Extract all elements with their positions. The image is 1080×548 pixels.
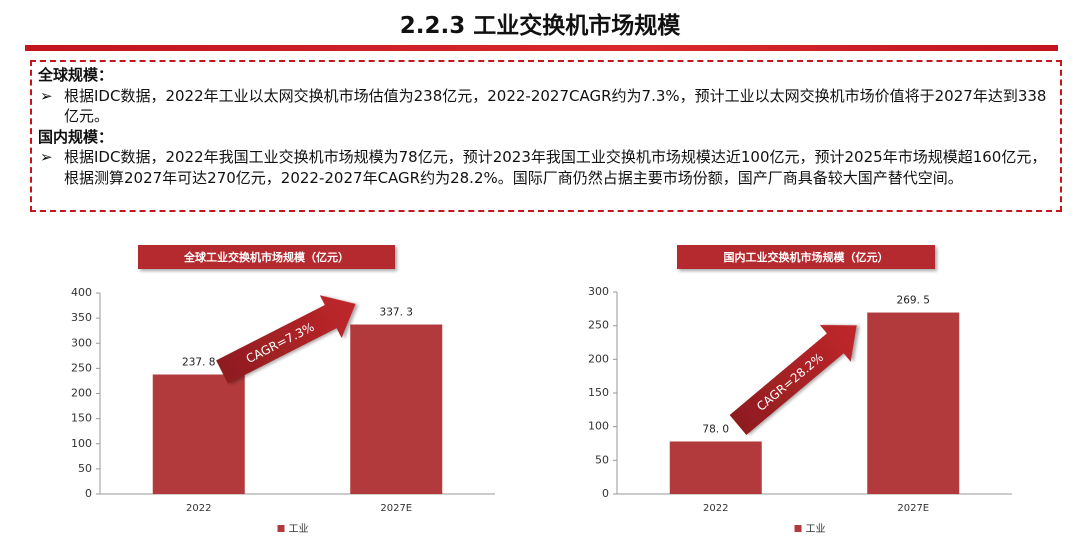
x-tick-label: 2022 [186, 503, 211, 514]
y-tick-label: 50 [78, 462, 92, 475]
bullet: ➢ [40, 148, 53, 166]
x-tick-label: 2022 [703, 503, 728, 514]
y-tick-label: 250 [71, 361, 92, 374]
bar [867, 312, 960, 494]
bullet-row: ➢ 根据IDC数据，2022年我国工业交换机市场规模为78亿元，预计2023年我国… [38, 147, 1054, 188]
value-label: 78. 0 [702, 423, 729, 435]
y-tick-label: 250 [588, 319, 609, 332]
x-tick-label: 2027E [380, 503, 412, 514]
y-tick-label: 300 [588, 285, 609, 298]
y-tick-label: 0 [602, 487, 609, 500]
y-tick-label: 150 [588, 386, 609, 399]
bullet-text: 根据IDC数据，2022年工业以太网交换机市场估值为238亿元，2022-202… [64, 86, 1047, 126]
bar [152, 374, 245, 494]
cagr-arrow: CAGR=7.3% [216, 295, 356, 384]
y-tick-label: 150 [71, 412, 92, 425]
legend-swatch [277, 525, 285, 532]
chart-title: 国内工业交换机市场规模（亿元） [724, 250, 889, 264]
bar [669, 441, 762, 494]
y-tick-label: 0 [85, 487, 92, 500]
arrow-shape [216, 295, 356, 384]
y-tick-label: 50 [595, 453, 609, 466]
cagr-arrow: CAGR=28.2% [729, 324, 857, 435]
legend-label: 工业 [806, 523, 826, 535]
y-tick-label: 200 [588, 352, 609, 365]
value-label: 337. 3 [380, 307, 413, 319]
y-tick-label: 400 [71, 286, 92, 299]
y-tick-label: 100 [71, 437, 92, 450]
arrow-shape [729, 324, 857, 435]
bullet: ➢ [40, 86, 53, 105]
text-box: 全球规模： ➢ 根据IDC数据，2022年工业以太网交换机市场估值为238亿元，2… [30, 60, 1062, 212]
section-heading: 国内规模： [38, 127, 114, 146]
chart-title: 全球工业交换机市场规模（亿元） [183, 250, 349, 264]
page-title: 2.2.3 工业交换机市场规模 [399, 13, 681, 39]
bullet-row: ➢ 根据IDC数据，2022年工业以太网交换机市场估值为238亿元，2022-20… [38, 86, 1054, 127]
y-tick-label: 300 [71, 336, 92, 349]
bullet-text: 根据IDC数据，2022年我国工业交换机市场规模为78亿元，预计2023年我国工… [64, 148, 1047, 187]
y-tick-label: 200 [71, 387, 92, 400]
annotation: CAGR=28.2% [754, 350, 826, 414]
section-heading: 全球规模： [38, 66, 114, 84]
legend-swatch [794, 525, 802, 532]
chart-title-banner [677, 245, 935, 269]
value-label: 237. 8 [182, 357, 215, 369]
y-tick-label: 100 [588, 420, 609, 433]
y-tick-label: 350 [71, 311, 92, 324]
chart-title-banner [138, 245, 395, 269]
title-rule [25, 45, 1058, 51]
bar [350, 324, 443, 494]
value-label: 269. 5 [897, 295, 930, 307]
legend-label: 工业 [289, 523, 309, 535]
x-tick-label: 2027E [897, 503, 929, 514]
